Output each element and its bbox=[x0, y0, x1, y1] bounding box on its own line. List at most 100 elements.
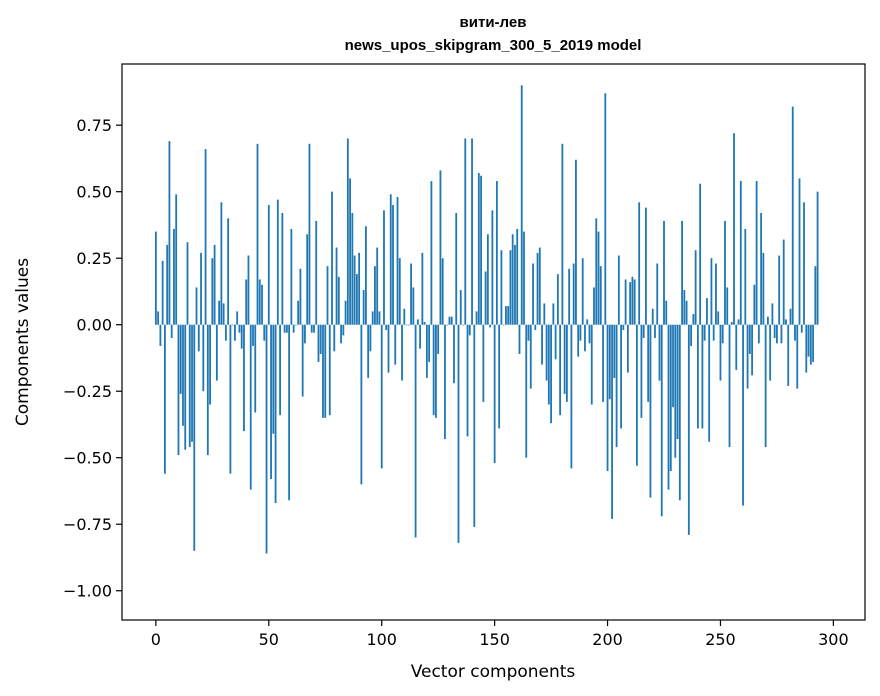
bar bbox=[468, 324, 471, 336]
y-tick-label: 0.25 bbox=[76, 249, 112, 268]
bar bbox=[290, 228, 293, 325]
bar bbox=[547, 324, 550, 405]
bar bbox=[204, 149, 207, 325]
bar bbox=[283, 324, 286, 333]
bar bbox=[710, 258, 713, 325]
bar bbox=[453, 324, 455, 384]
bar bbox=[509, 250, 512, 325]
bar bbox=[220, 202, 223, 325]
bar bbox=[480, 175, 482, 325]
bar bbox=[412, 287, 415, 325]
bar bbox=[304, 324, 306, 344]
bar bbox=[674, 324, 677, 458]
bar bbox=[459, 290, 462, 325]
bar bbox=[319, 324, 322, 354]
bar bbox=[523, 231, 525, 325]
bar bbox=[258, 279, 261, 325]
bar bbox=[182, 324, 184, 426]
bar bbox=[346, 138, 349, 325]
bar bbox=[177, 324, 180, 456]
bar bbox=[816, 191, 819, 325]
bar bbox=[197, 324, 200, 352]
y-axis-label: Components values bbox=[13, 258, 33, 426]
bar bbox=[428, 324, 431, 362]
x-tick-label: 250 bbox=[705, 630, 736, 649]
bar bbox=[362, 290, 365, 325]
bar bbox=[200, 252, 202, 325]
bar bbox=[502, 324, 505, 326]
bar bbox=[617, 255, 620, 325]
bar bbox=[249, 324, 252, 490]
bar bbox=[396, 197, 399, 325]
bar bbox=[435, 324, 437, 418]
bar bbox=[425, 324, 428, 378]
bar bbox=[669, 324, 672, 472]
bar bbox=[708, 324, 711, 442]
bar bbox=[776, 324, 778, 344]
bar bbox=[703, 324, 706, 341]
bar bbox=[317, 324, 320, 362]
bar bbox=[254, 324, 257, 413]
bar bbox=[803, 202, 805, 325]
bar bbox=[315, 220, 318, 325]
bar bbox=[649, 324, 652, 498]
bar bbox=[742, 324, 744, 506]
bar bbox=[654, 324, 656, 339]
bar bbox=[545, 324, 548, 381]
bar bbox=[229, 324, 232, 474]
bar bbox=[690, 324, 693, 346]
x-tick-label: 150 bbox=[479, 630, 510, 649]
bar bbox=[771, 303, 774, 325]
bar bbox=[760, 212, 763, 325]
bar bbox=[622, 324, 625, 331]
y-tick-label: 0.00 bbox=[76, 316, 112, 335]
bar bbox=[814, 266, 817, 325]
bar bbox=[744, 228, 747, 325]
bar bbox=[256, 143, 259, 325]
bar bbox=[807, 324, 810, 357]
bar bbox=[240, 324, 243, 349]
bar bbox=[665, 300, 668, 325]
bar bbox=[179, 324, 182, 394]
bar bbox=[374, 266, 376, 325]
chart-title-line-1: вити-лев bbox=[460, 14, 527, 31]
bar bbox=[520, 85, 523, 325]
bar bbox=[310, 324, 313, 333]
bar bbox=[516, 228, 519, 325]
bar bbox=[432, 324, 435, 416]
bar bbox=[658, 324, 661, 381]
bar bbox=[525, 324, 528, 458]
bar bbox=[265, 324, 268, 554]
bar bbox=[175, 194, 178, 325]
bar bbox=[789, 308, 792, 325]
bar bbox=[728, 324, 731, 448]
bar bbox=[403, 308, 406, 325]
bar bbox=[730, 322, 733, 325]
bar bbox=[726, 287, 729, 325]
bar bbox=[633, 279, 636, 325]
x-tick-label: 0 bbox=[151, 630, 161, 649]
bar bbox=[572, 263, 575, 325]
bar bbox=[505, 306, 507, 325]
y-axis: −1.00 −0.75 −0.50 −0.25 0.00 0.25 0.50 0.75 bbox=[63, 116, 122, 601]
bar bbox=[186, 242, 189, 325]
y-tick-label: −0.75 bbox=[63, 515, 112, 534]
bar bbox=[606, 324, 609, 472]
bar bbox=[410, 263, 412, 325]
y-tick-label: −0.25 bbox=[63, 382, 112, 401]
bar bbox=[575, 159, 577, 325]
bar bbox=[462, 324, 464, 326]
bar bbox=[369, 324, 372, 352]
bar bbox=[367, 324, 370, 378]
bar bbox=[642, 324, 645, 339]
bar bbox=[188, 324, 191, 448]
bar bbox=[466, 324, 469, 437]
bar bbox=[798, 178, 801, 325]
bar bbox=[507, 306, 510, 325]
bar bbox=[308, 143, 311, 325]
bar bbox=[645, 207, 647, 325]
bar bbox=[608, 324, 611, 400]
bar bbox=[615, 324, 618, 448]
bar bbox=[809, 324, 812, 365]
bar bbox=[561, 143, 564, 325]
